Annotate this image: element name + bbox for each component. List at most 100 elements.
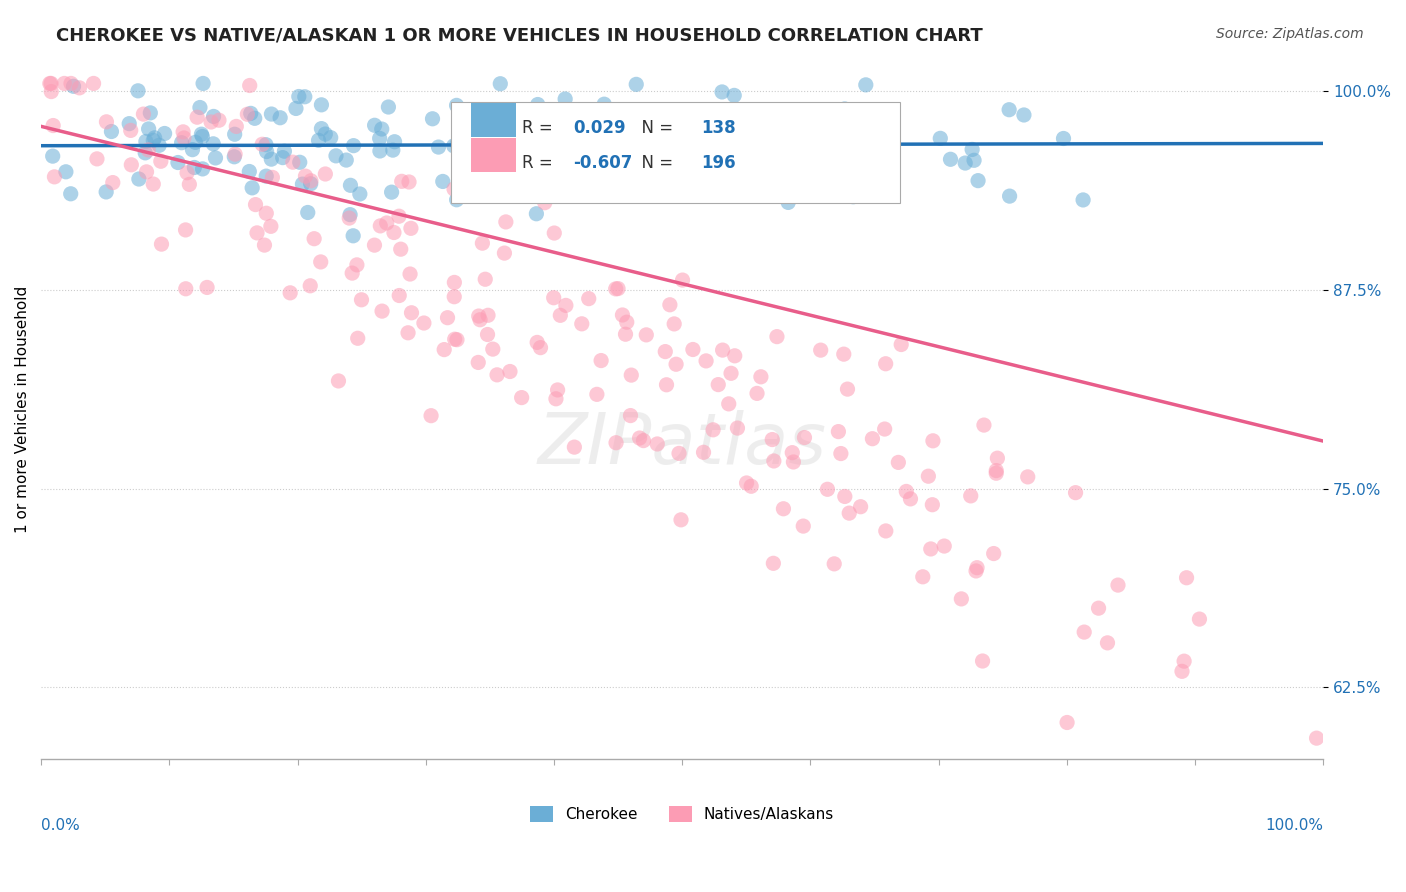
Point [471,236,494,251]
Point [702,423,724,437]
Point [132,107,155,121]
Point [224,147,246,161]
Point [335,153,357,167]
Point [377,100,399,114]
Point [368,144,391,158]
Point [381,185,404,199]
Point [138,122,160,136]
Point [579,165,602,179]
Point [188,101,211,115]
Point [260,107,283,121]
Point [1052,131,1074,145]
Point [191,161,214,176]
Point [396,326,419,340]
Point [950,591,973,606]
Point [605,282,627,296]
Point [586,132,609,146]
Point [817,483,839,497]
Point [963,153,986,168]
Point [319,130,342,145]
Point [314,127,336,141]
Point [1097,636,1119,650]
Point [173,131,195,145]
Point [195,280,218,294]
Point [740,479,762,493]
Point [260,152,283,166]
Point [841,152,863,166]
Point [749,369,772,384]
Point [299,278,322,293]
Point [389,242,412,256]
Point [665,357,688,371]
Point [422,112,444,126]
Point [965,564,987,578]
Point [620,122,643,136]
Point [830,446,852,460]
Point [1171,665,1194,679]
Point [382,226,405,240]
Point [782,455,804,469]
Point [762,557,785,571]
Point [449,167,471,181]
Point [309,255,332,269]
Point [44,169,66,184]
Point [900,491,922,506]
Point [730,147,752,161]
FancyBboxPatch shape [471,138,516,171]
Point [837,382,859,396]
Point [986,467,1008,481]
Point [236,107,259,121]
Point [294,89,316,103]
Point [254,206,277,220]
Point [586,139,609,153]
Point [86,152,108,166]
Point [224,150,246,164]
Point [488,165,510,179]
Point [811,175,834,189]
Point [780,445,803,459]
Point [628,431,651,445]
Point [495,215,517,229]
Text: N =: N = [631,119,678,137]
Point [998,103,1021,117]
Point [363,118,385,132]
Point [707,377,730,392]
Point [368,131,391,145]
Text: 138: 138 [702,119,737,137]
Point [526,97,548,112]
Point [1188,612,1211,626]
Point [254,169,277,183]
Point [998,189,1021,203]
Point [238,164,260,178]
Point [148,138,170,153]
Point [725,421,748,435]
Point [127,84,149,98]
Point [294,169,316,183]
Point [59,186,82,201]
Point [41,149,63,163]
Point [96,115,118,129]
Point [100,124,122,138]
Point [477,327,499,342]
Point [810,343,832,358]
Point [762,109,785,123]
Point [240,181,263,195]
Point [499,364,522,378]
Point [890,337,912,351]
Point [302,232,325,246]
Point [346,331,368,345]
Point [1056,715,1078,730]
Point [550,308,572,322]
Point [337,211,360,225]
Point [671,273,693,287]
Point [349,186,371,201]
Point [827,425,849,439]
Point [174,223,197,237]
Point [467,309,489,323]
Point [291,177,314,191]
Point [181,143,204,157]
Point [591,353,613,368]
Point [208,113,231,128]
Point [311,121,333,136]
Point [700,159,723,173]
